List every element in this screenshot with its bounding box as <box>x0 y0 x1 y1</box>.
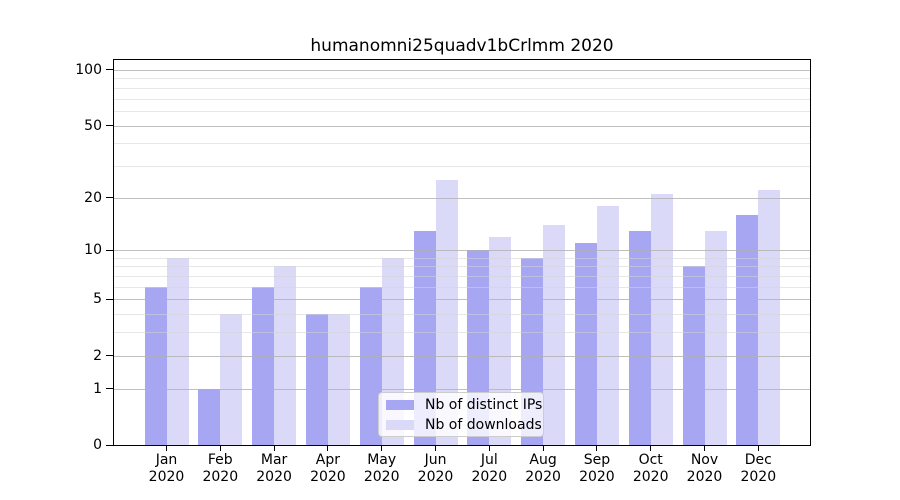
bar-downloads <box>704 230 727 445</box>
bar-downloads <box>220 314 243 445</box>
bar-distinct-ips <box>736 214 759 445</box>
minor-gridline <box>114 314 810 316</box>
bar-distinct-ips <box>574 243 597 445</box>
y-tick-label: 0 <box>93 437 102 453</box>
bar-downloads <box>327 314 350 445</box>
x-tick-label: Mar 2020 <box>256 452 292 485</box>
x-tick-mark <box>166 446 167 451</box>
major-gridline <box>114 250 810 252</box>
legend-item-downloads: Nb of downloads <box>386 415 543 435</box>
y-tick-mark <box>106 197 113 199</box>
y-tick-label: 1 <box>93 380 102 397</box>
legend-label-distinct-ips: Nb of distinct IPs <box>425 396 543 413</box>
x-tick-mark <box>704 446 705 451</box>
grid-layer <box>114 60 810 445</box>
y-tick-label: 2 <box>93 347 102 364</box>
y-tick-mark <box>106 125 113 126</box>
x-tick-mark <box>219 446 221 451</box>
bar-downloads <box>435 180 458 445</box>
y-tick-mark <box>106 355 113 357</box>
y-tick-mark <box>106 249 113 251</box>
bar-downloads <box>650 193 673 445</box>
y-tick-label: 50 <box>84 117 102 134</box>
minor-gridline <box>114 276 810 278</box>
x-tick-label: Jul 2020 <box>471 452 508 485</box>
major-gridline <box>114 125 810 127</box>
minor-gridline <box>114 98 810 100</box>
legend-item-distinct-ips: Nb of distinct IPs <box>386 395 543 415</box>
major-gridline <box>114 388 810 390</box>
x-tick-mark <box>757 446 759 451</box>
x-tick-label: Jun 2020 <box>417 452 454 485</box>
y-tick-mark <box>106 444 113 446</box>
minor-gridline <box>114 143 810 145</box>
minor-gridline <box>114 266 810 268</box>
y-tick-mark <box>106 388 113 390</box>
legend: Nb of distinct IPs Nb of downloads <box>378 392 544 437</box>
major-gridline <box>114 299 810 301</box>
x-tick-mark <box>650 446 652 451</box>
plot-area <box>113 59 811 446</box>
x-tick-label: Nov 2020 <box>686 452 723 485</box>
major-gridline <box>114 355 810 357</box>
x-tick-label: Feb 2020 <box>202 452 239 485</box>
x-tick-mark <box>435 446 436 451</box>
bar-distinct-ips <box>252 286 275 445</box>
bar-distinct-ips <box>413 230 436 445</box>
minor-gridline <box>114 87 810 89</box>
minor-gridline <box>114 332 810 334</box>
bar-downloads <box>543 224 566 445</box>
legend-label-downloads: Nb of downloads <box>425 416 542 433</box>
legend-swatch-distinct-ips <box>386 399 414 410</box>
major-gridline <box>114 197 810 199</box>
bar-distinct-ips <box>144 286 167 445</box>
x-tick-label: Sep 2020 <box>579 452 615 485</box>
legend-swatch-downloads <box>386 419 414 430</box>
x-tick-mark <box>542 446 544 451</box>
x-tick-mark <box>273 446 275 451</box>
chart-title: humanomni25quadv1bCrlmm 2020 <box>310 36 614 56</box>
y-tick-label: 5 <box>93 291 102 308</box>
y-tick-label: 10 <box>84 242 102 259</box>
y-tick-mark <box>106 298 113 300</box>
bar-distinct-ips <box>628 230 651 445</box>
minor-gridline <box>114 165 810 167</box>
x-tick-mark <box>596 446 598 451</box>
bar-distinct-ips <box>198 388 221 445</box>
x-tick-mark <box>327 446 329 451</box>
y-tick-label: 100 <box>75 61 102 78</box>
minor-gridline <box>114 257 810 259</box>
y-tick-mark <box>106 69 113 71</box>
minor-gridline <box>114 286 810 288</box>
minor-gridline <box>114 110 810 112</box>
x-tick-mark <box>381 446 383 451</box>
major-gridline <box>114 69 810 71</box>
x-tick-label: Apr 2020 <box>310 452 346 485</box>
x-tick-label: Oct 2020 <box>632 452 669 485</box>
y-tick-label: 20 <box>84 189 102 206</box>
minor-gridline <box>114 78 810 80</box>
bar-downloads <box>758 190 781 445</box>
bar-downloads <box>166 257 189 445</box>
bar-distinct-ips <box>359 286 382 445</box>
x-tick-label: Jan 2020 <box>148 452 185 485</box>
bar-downloads <box>596 205 619 445</box>
x-tick-label: Aug 2020 <box>525 452 561 485</box>
x-tick-label: Dec 2020 <box>740 452 777 485</box>
bar-distinct-ips <box>305 314 328 445</box>
x-tick-mark <box>488 446 490 451</box>
x-tick-label: May 2020 <box>363 452 400 485</box>
